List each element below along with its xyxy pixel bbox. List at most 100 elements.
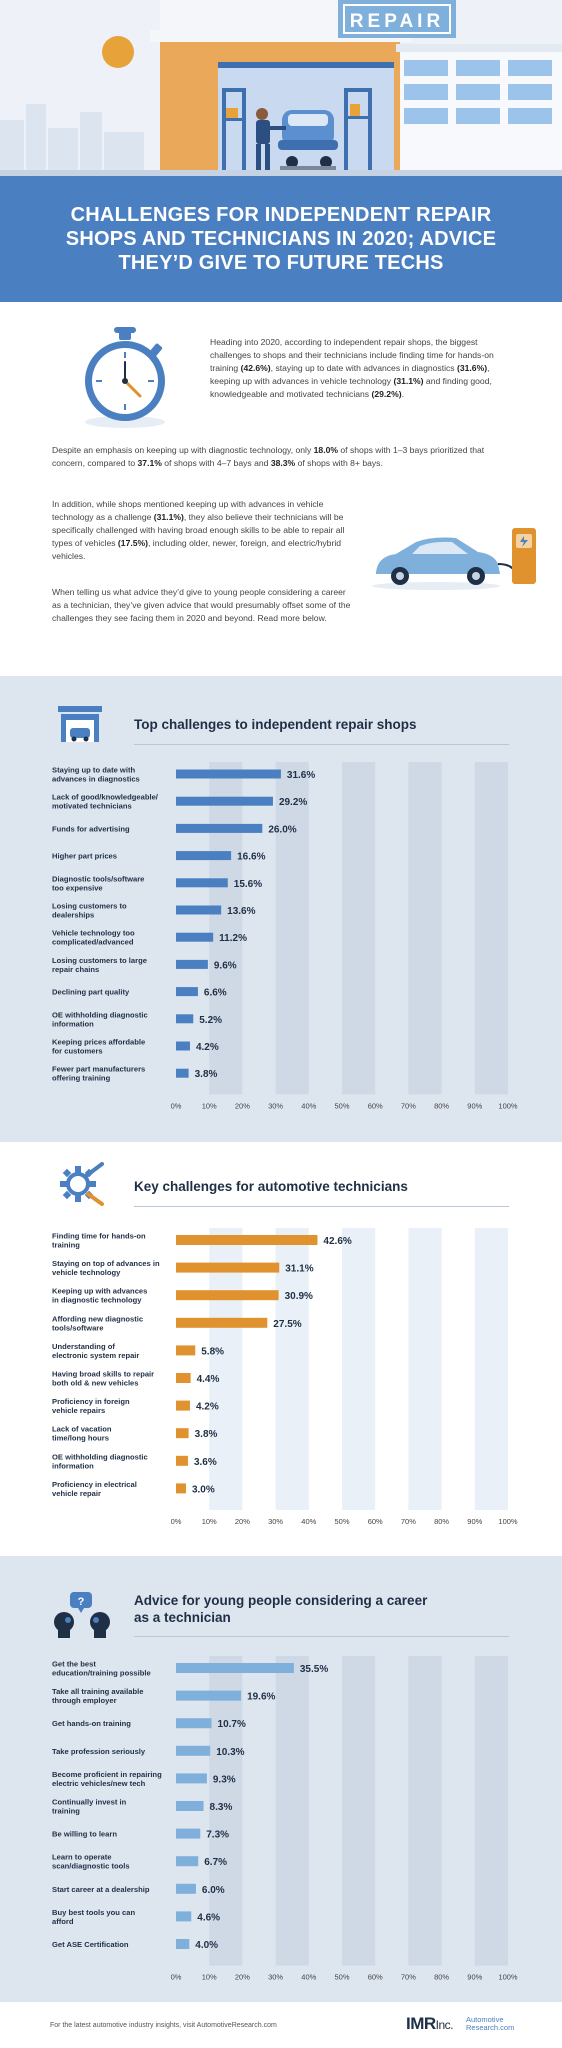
chart-title-advice: Advice for young people considering a ca… xyxy=(134,1592,427,1626)
category-label: Get ASE Certification xyxy=(52,1940,129,1949)
category-label: Affording new diagnostic xyxy=(52,1314,143,1323)
grid-band xyxy=(342,762,376,1095)
category-label: Losing customers to xyxy=(52,902,127,911)
imr-logo-text: IMR xyxy=(406,2014,436,2033)
value-label: 6.7% xyxy=(204,1857,227,1868)
advice-chat-icon: ? xyxy=(54,1592,110,1638)
bar xyxy=(176,1014,194,1024)
intro-section: Heading into 2020, according to independ… xyxy=(0,302,562,676)
category-label: Declining part quality xyxy=(52,988,130,997)
category-label: Vehicle technology too xyxy=(52,929,135,938)
bar xyxy=(176,1068,189,1078)
stopwatch-icon xyxy=(85,327,165,428)
intro-text-segment: (17.5%) xyxy=(117,538,149,548)
category-label: Lack of good/knowledgeable/ xyxy=(52,793,159,802)
value-label: 3.8% xyxy=(195,1069,218,1080)
bar xyxy=(176,1690,242,1701)
tick-label: 20% xyxy=(235,1101,250,1110)
logo-line-1: Automotive xyxy=(466,2015,504,2024)
category-label: Staying on top of advances in xyxy=(52,1259,160,1268)
category-label: advances in diagnostics xyxy=(52,775,140,784)
category-label: vehicle technology xyxy=(52,1268,121,1277)
chart-section-advice: ? Advice for young people considering a … xyxy=(0,1556,562,2002)
imr-logo: IMRInc. xyxy=(406,2014,454,2034)
grid-band xyxy=(209,1228,243,1510)
grid-band xyxy=(275,1228,309,1510)
value-label: 9.6% xyxy=(214,960,237,971)
tick-label: 80% xyxy=(434,1517,449,1526)
title-rule xyxy=(134,744,509,745)
bar xyxy=(176,932,214,942)
tick-label: 50% xyxy=(334,1101,349,1110)
bar xyxy=(176,1235,318,1245)
tick-label: 50% xyxy=(334,1973,349,1982)
value-label: 3.0% xyxy=(192,1484,215,1495)
category-label: Become proficient in repairing xyxy=(52,1770,162,1779)
intro-text-segment: (29.2%) xyxy=(371,389,402,399)
category-label: Finding time for hands-on xyxy=(52,1232,146,1241)
value-label: 7.3% xyxy=(206,1830,229,1841)
intro-text-segment: When telling us what advice they’d give … xyxy=(52,587,351,623)
chart-section-shop-challenges: Top challenges to independent repair sho… xyxy=(0,676,562,1142)
value-label: 15.6% xyxy=(234,879,262,890)
grid-band xyxy=(474,762,508,1095)
category-label: training xyxy=(52,1241,80,1250)
tick-label: 10% xyxy=(202,1973,217,1982)
bar xyxy=(176,1745,211,1756)
category-label: vehicle repairs xyxy=(52,1406,105,1415)
gear-wrench-icon xyxy=(60,1162,104,1206)
category-label: Take profession seriously xyxy=(52,1747,146,1756)
bar xyxy=(176,1290,279,1301)
grid-band xyxy=(342,1228,376,1510)
category-label: OE withholding diagnostic xyxy=(52,1452,148,1461)
category-label: Losing customers to large xyxy=(52,956,147,965)
intro-text-segment: , keeping up with advances in vehicle te… xyxy=(210,363,490,386)
chart-section-tech-challenges: Key challenges for automotive technician… xyxy=(0,1148,562,1550)
hero-illustration: REPAIR xyxy=(0,0,562,176)
title-rule xyxy=(134,1206,509,1207)
value-label: 10.3% xyxy=(216,1747,244,1758)
category-label: tools/software xyxy=(52,1323,103,1332)
logo-line-2: Research.com xyxy=(466,2023,515,2032)
intro-text-segment: , including older, newer, foreign, and e… xyxy=(52,538,342,561)
value-label: 13.6% xyxy=(227,906,255,917)
category-label: Understanding of xyxy=(52,1342,115,1351)
tick-label: 10% xyxy=(202,1517,217,1526)
category-label: in diagnostic technology xyxy=(52,1296,142,1305)
tick-label: 0% xyxy=(171,1517,182,1526)
bar xyxy=(176,878,228,888)
chart-title-line-2: as a technician xyxy=(134,1610,231,1625)
bar xyxy=(176,1041,190,1051)
value-label: 19.6% xyxy=(247,1692,275,1703)
tick-label: 60% xyxy=(368,1517,383,1526)
category-label: Fewer part manufacturers xyxy=(52,1065,145,1074)
tick-label: 40% xyxy=(301,1973,316,1982)
category-label: OE withholding diagnostic xyxy=(52,1010,148,1019)
page-title: CHALLENGES FOR INDEPENDENT REPAIR SHOPS … xyxy=(65,204,497,274)
category-label: education/training possible xyxy=(52,1669,151,1678)
tick-label: 80% xyxy=(434,1973,449,1982)
tick-label: 20% xyxy=(235,1973,250,1982)
grid-band xyxy=(474,1656,508,1966)
category-label: both old & new vehicles xyxy=(52,1379,139,1388)
intro-text-segment: and finding good, knowledgeable and moti… xyxy=(210,376,492,399)
value-label: 5.8% xyxy=(201,1346,224,1357)
category-label: for customers xyxy=(52,1047,103,1056)
grid-band xyxy=(408,1228,442,1510)
value-label: 6.6% xyxy=(204,988,227,999)
bar xyxy=(176,1856,199,1867)
bar xyxy=(176,1345,196,1356)
sun-icon xyxy=(102,36,134,68)
bar xyxy=(176,1773,207,1784)
bar xyxy=(176,823,263,833)
value-label: 3.8% xyxy=(195,1429,218,1440)
tick-label: 100% xyxy=(498,1517,518,1526)
category-label: information xyxy=(52,1461,94,1470)
svg-text:?: ? xyxy=(78,1596,85,1608)
bar xyxy=(176,905,222,915)
tick-label: 60% xyxy=(368,1101,383,1110)
bar xyxy=(176,1718,212,1729)
tick-label: 90% xyxy=(467,1973,482,1982)
tick-label: 70% xyxy=(401,1101,416,1110)
